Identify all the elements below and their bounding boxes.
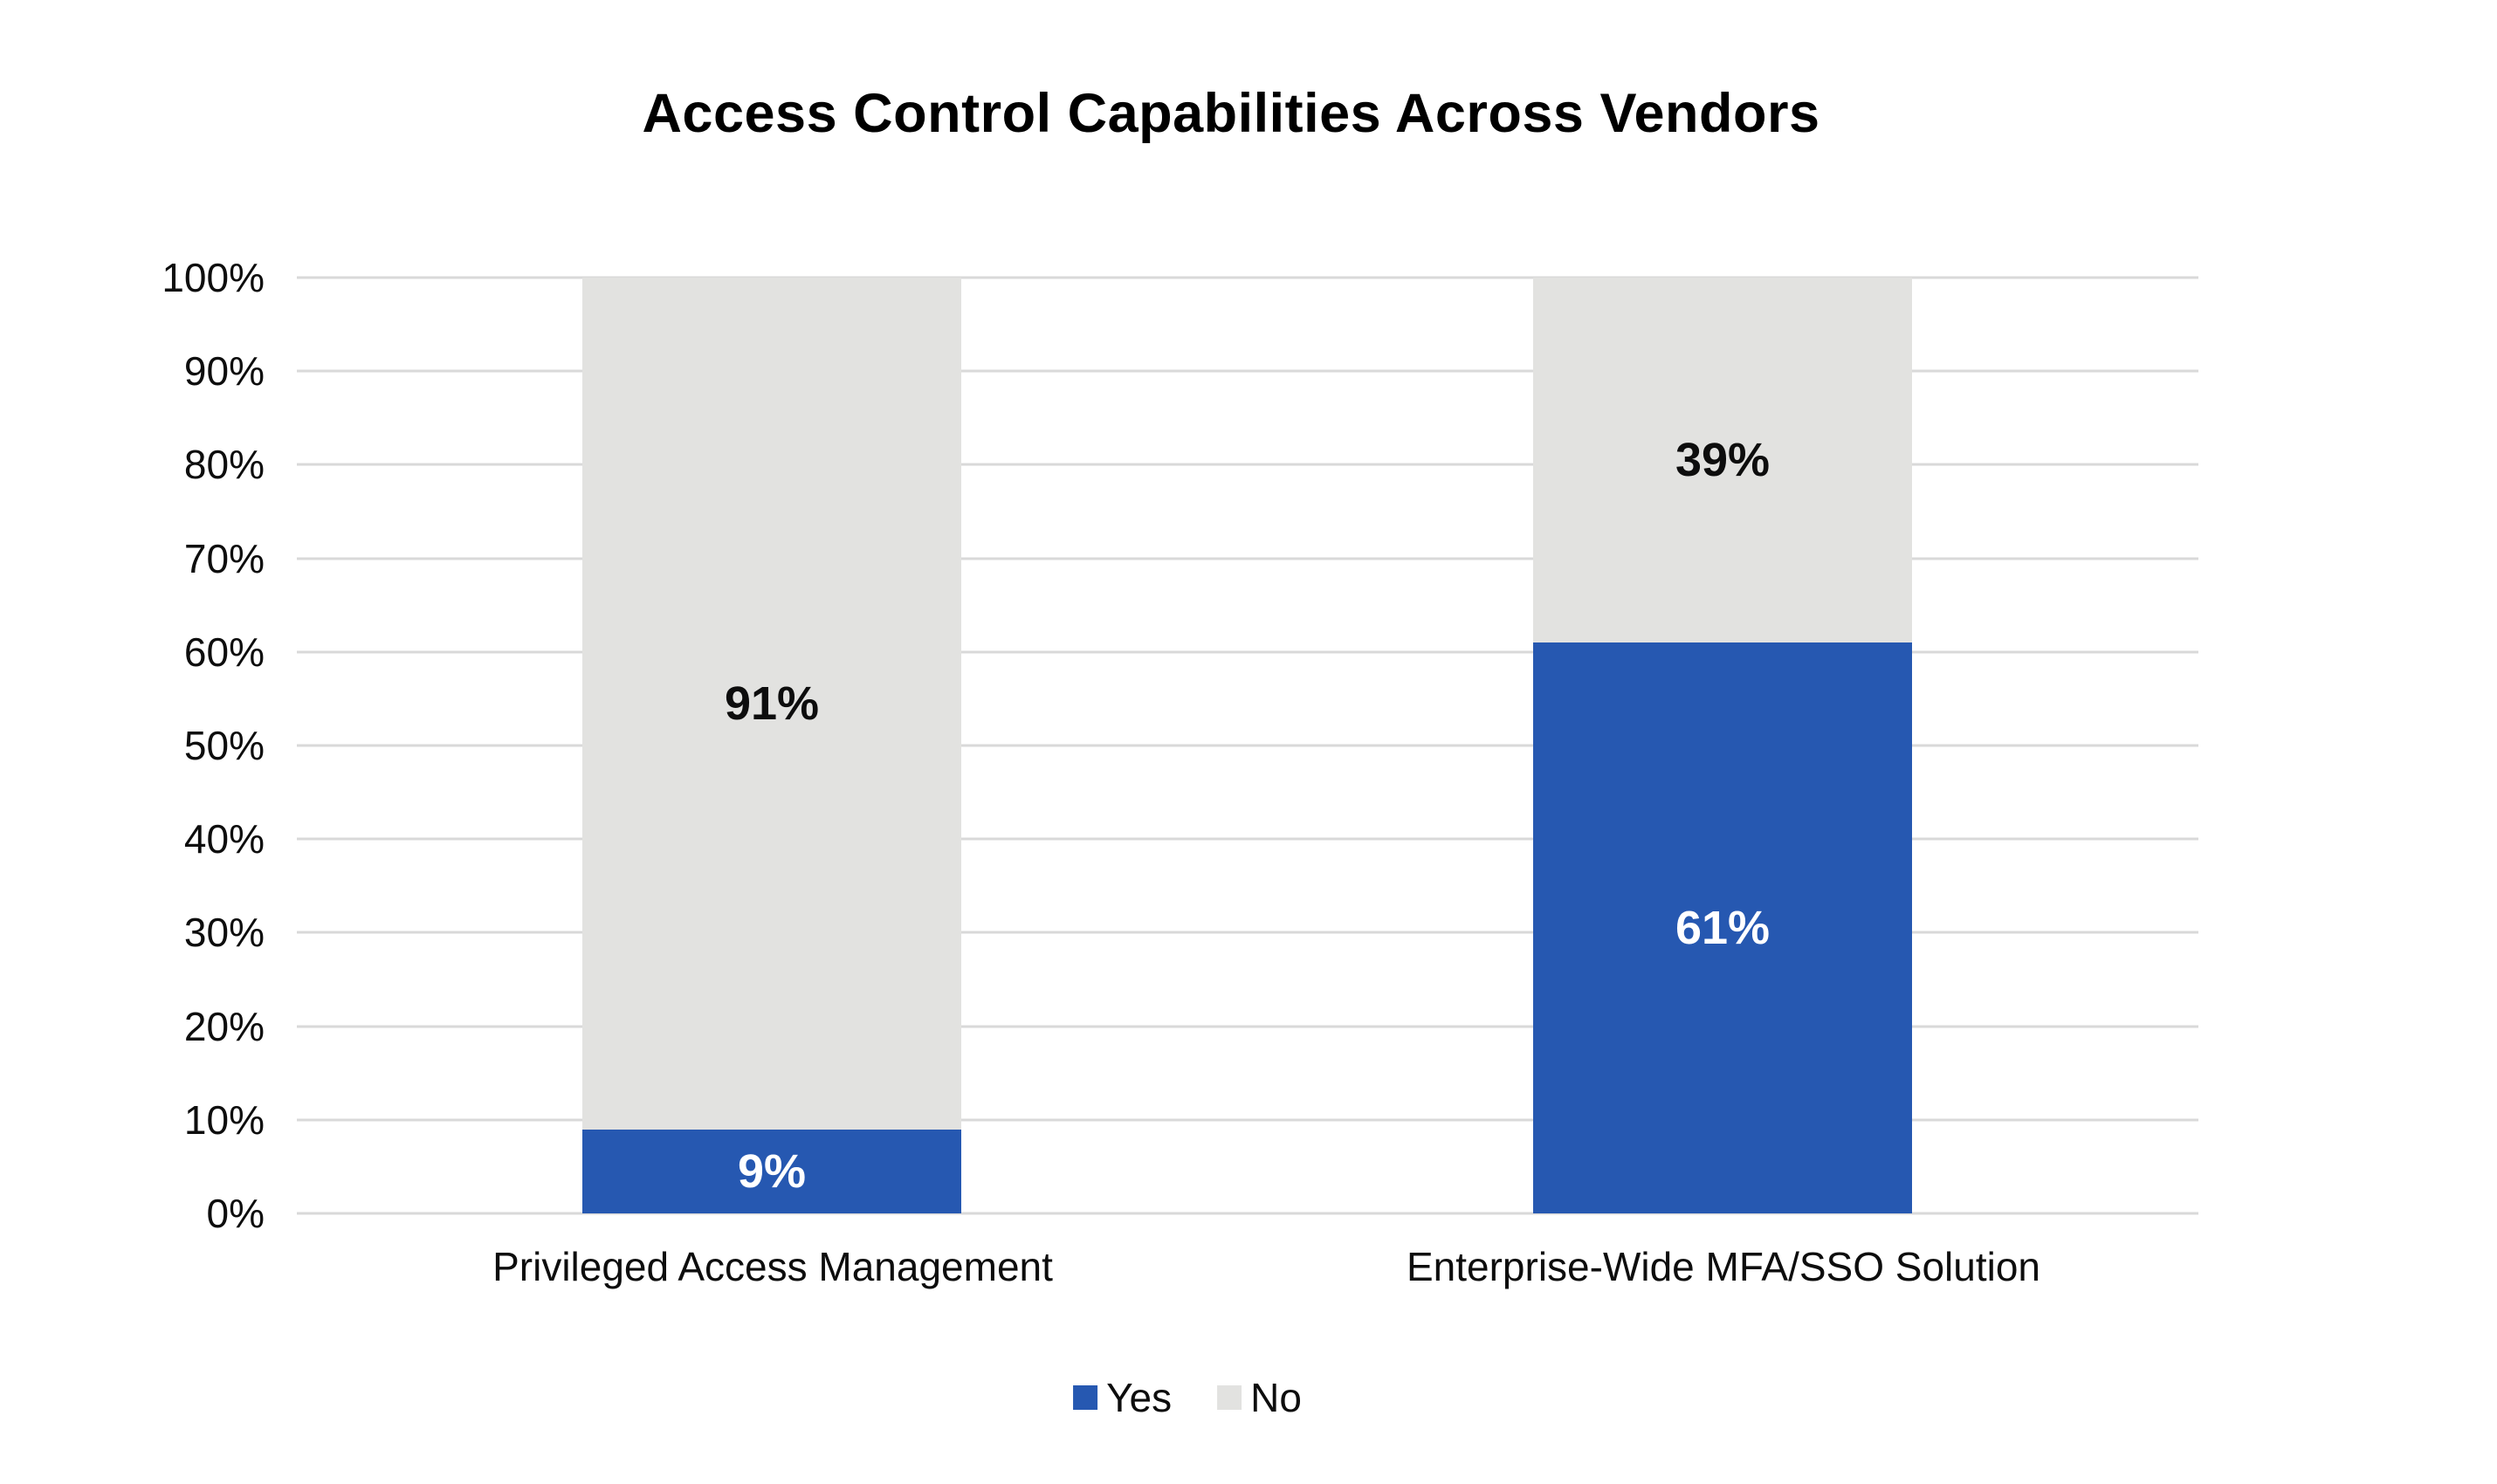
- legend: Yes No: [1073, 1374, 1302, 1421]
- gridline: [297, 1025, 2198, 1028]
- bar-segment-yes-enterprise-wide-mfa-sso-solution: 61%: [1533, 642, 1912, 1213]
- legend-label-no: No: [1250, 1375, 1302, 1420]
- gridline: [297, 744, 2198, 747]
- category-label-enterprise-wide-mfa-sso-solution: Enterprise-Wide MFA/SSO Solution: [1406, 1244, 2041, 1289]
- legend-item-no: No: [1217, 1374, 1302, 1421]
- bar-privileged-access-management: 91% 9%: [582, 278, 961, 1213]
- category-label-privileged-access-management: Privileged Access Management: [492, 1244, 1053, 1289]
- chart-title: Access Control Capabilities Across Vendo…: [642, 83, 1820, 144]
- legend-swatch-yes: [1073, 1385, 1098, 1410]
- gridline: [297, 369, 2198, 373]
- data-label-no-enterprise-wide-mfa-sso-solution: 39%: [1675, 434, 1771, 487]
- y-axis: 100% 90% 80% 70% 60% 50% 40% 30% 20% 10% 0%: [0, 255, 265, 1236]
- legend-label-yes: Yes: [1106, 1375, 1173, 1420]
- y-axis-tick-label: 40%: [183, 816, 265, 862]
- gridline: [297, 931, 2198, 934]
- gridline: [297, 1212, 2198, 1215]
- bar-segment-no-enterprise-wide-mfa-sso-solution: 39%: [1533, 278, 1912, 643]
- y-axis-tick-label: 90%: [183, 348, 265, 395]
- legend-item-yes: Yes: [1073, 1374, 1172, 1421]
- legend-swatch-no: [1217, 1385, 1242, 1410]
- gridline: [297, 557, 2198, 560]
- gridline: [297, 1118, 2198, 1122]
- gridline: [297, 837, 2198, 841]
- y-axis-tick-label: 60%: [183, 629, 265, 675]
- y-axis-tick-label: 80%: [183, 442, 265, 488]
- y-axis-tick-label: 20%: [183, 1003, 265, 1049]
- gridline: [297, 650, 2198, 654]
- y-axis-tick-label: 100%: [162, 255, 265, 300]
- y-axis-tick-label: 10%: [183, 1096, 265, 1143]
- data-label-yes-enterprise-wide-mfa-sso-solution: 61%: [1675, 902, 1771, 955]
- y-axis-tick-label: 70%: [183, 535, 265, 581]
- bar-segment-yes-privileged-access-management: 9%: [582, 1129, 961, 1213]
- bar-enterprise-wide-mfa-sso-solution: 39% 61%: [1533, 278, 1912, 1213]
- data-label-no-privileged-access-management: 91%: [724, 677, 820, 730]
- y-axis-tick-label: 30%: [183, 910, 265, 956]
- bar-segment-no-privileged-access-management: 91%: [582, 278, 961, 1130]
- gridline: [297, 276, 2198, 279]
- plot-area: 91% 9% 39% 61%: [297, 276, 2198, 1215]
- data-label-yes-privileged-access-management: 9%: [737, 1144, 807, 1198]
- gridline: [297, 463, 2198, 466]
- y-axis-tick-label: 50%: [183, 723, 265, 768]
- x-axis: Privileged Access Management Enterprise-…: [0, 1243, 2497, 1313]
- y-axis-tick-label: 0%: [206, 1191, 265, 1236]
